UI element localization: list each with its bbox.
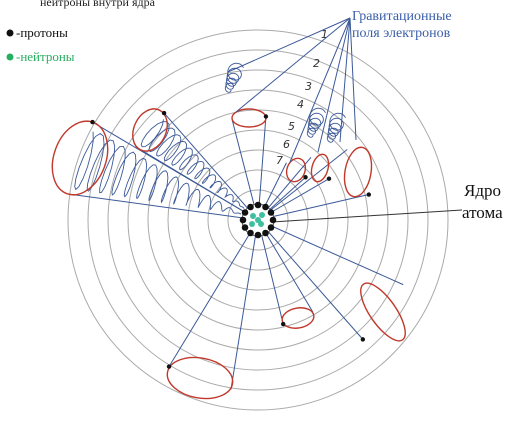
nucleus-pointer [271, 209, 463, 223]
proton [241, 224, 249, 231]
electron-orbit [285, 157, 307, 183]
field-label: Гравитационные [352, 9, 452, 24]
field-spiral [306, 107, 326, 138]
proton [247, 203, 254, 211]
proton [267, 224, 275, 231]
proton [262, 203, 269, 211]
nucleus [239, 201, 277, 239]
nucleus-label: Ядро [464, 181, 501, 200]
electron-orbit [310, 153, 330, 183]
electron [161, 110, 167, 116]
cone-edge [168, 219, 259, 367]
proton [254, 201, 262, 209]
proton [241, 209, 249, 216]
electron-orbit [343, 146, 373, 198]
proton [239, 216, 247, 224]
electron [166, 364, 172, 369]
cone-edge [257, 219, 284, 325]
field-spiral [326, 112, 346, 143]
cone-edge [257, 219, 364, 340]
electron-orbits [51, 108, 406, 400]
number: 3 [305, 80, 312, 93]
cone-edge [135, 146, 259, 221]
electron [263, 114, 269, 119]
electron-orbit [360, 282, 406, 342]
electron [303, 175, 308, 180]
electron [280, 321, 286, 327]
legend-neutron: -нейтроны [16, 49, 75, 64]
cone-edge [257, 194, 369, 221]
number: 2 [313, 57, 320, 70]
number: 4 [297, 98, 304, 111]
electron [326, 176, 332, 181]
cone-edge [67, 193, 259, 221]
neutron [249, 221, 255, 227]
number: 7 [276, 154, 283, 167]
cone-edge [230, 219, 259, 390]
cone-edge [257, 149, 348, 221]
number: 6 [283, 138, 290, 151]
nucleus-label: атома [462, 203, 503, 222]
neutron [255, 217, 261, 223]
proton [247, 229, 254, 237]
proton [262, 229, 269, 237]
cones [67, 112, 404, 390]
electron [90, 119, 95, 125]
proton [269, 216, 277, 224]
neutron-icon [6, 53, 14, 61]
neutron [250, 213, 256, 219]
proton [267, 209, 275, 216]
neutron [259, 212, 265, 218]
field-spiral [224, 62, 244, 93]
number: 5 [288, 120, 295, 133]
electron-orbit [166, 356, 234, 400]
electron-orbit [132, 108, 168, 152]
proton [254, 231, 262, 239]
number: 1 [321, 28, 328, 41]
electron-orbit [51, 120, 109, 196]
legend-proton: -протоны [16, 25, 68, 40]
field-lines [227, 17, 357, 163]
proton-icon [6, 29, 14, 37]
field-spiral [140, 119, 245, 209]
field-spiral [74, 131, 242, 215]
electron [366, 192, 372, 197]
caption: нейтроны внутри ядра [40, 0, 156, 9]
cone-edge [163, 112, 259, 221]
electron [360, 337, 366, 342]
field-label: поля электронов [352, 26, 451, 41]
electron-orbit [281, 307, 315, 329]
cone-edge [231, 119, 259, 221]
cone-edge [257, 219, 404, 286]
